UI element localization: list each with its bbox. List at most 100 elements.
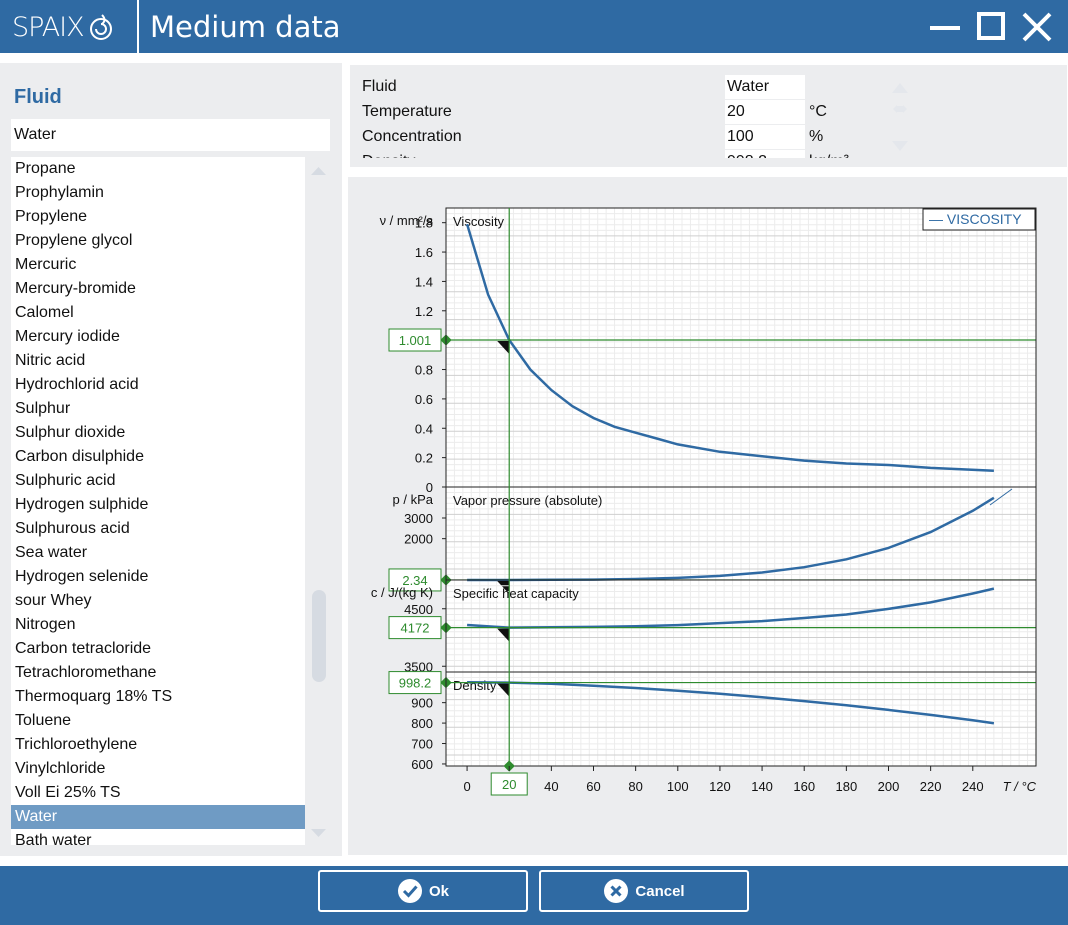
footer-bar xyxy=(0,866,1068,925)
property-value-field[interactable]: 100 xyxy=(725,125,805,149)
fluid-search-input[interactable] xyxy=(11,119,330,151)
chart-panel: 0 0.2 0.4 0.6 0.8 1.2 1.4 1.6 1.8 ν / mm²/s Viscos… xyxy=(348,177,1067,855)
close-button[interactable] xyxy=(1020,10,1054,44)
scroll-up-icon[interactable] xyxy=(308,161,329,181)
fluid-list[interactable]: Propane Prophylamin Propylene Propylene gly… xyxy=(11,157,305,845)
ok-button[interactable]: Ok xyxy=(318,870,528,912)
fluid-list-item[interactable]: Hydrochlorid acid xyxy=(15,376,139,393)
maximize-button[interactable] xyxy=(974,10,1008,44)
x-tick-label: 200 xyxy=(878,779,900,794)
minimize-button[interactable] xyxy=(928,10,962,44)
fluid-list-item[interactable]: Mercuric xyxy=(15,256,77,273)
fluid-list-item[interactable]: Vinylchloride xyxy=(15,760,106,777)
fluid-list-item[interactable]: Mercury iodide xyxy=(15,328,120,345)
scroll-thumb[interactable] xyxy=(312,590,326,682)
fluid-list-item[interactable]: Prophylamin xyxy=(15,184,104,201)
y-tick-label: 3500 xyxy=(404,659,433,674)
property-charts[interactable]: 0 0.2 0.4 0.6 0.8 1.2 1.4 1.6 1.8ν / mm²/s Viscos… xyxy=(348,177,1067,855)
y-tick-label: 1.4 xyxy=(415,274,433,289)
legend-entry: — VISCOSITY xyxy=(929,211,1022,227)
fluid-list-item[interactable]: Propane xyxy=(15,160,76,177)
fluid-list-item[interactable]: Calomel xyxy=(15,304,74,321)
fluid-list-item[interactable]: Propylene glycol xyxy=(15,232,133,249)
y-unit-label: c / J/(kg K) xyxy=(371,585,433,600)
data-curve xyxy=(467,681,995,725)
fluid-list-item[interactable]: Hydrogen sulphide xyxy=(15,496,149,513)
fluid-list-item[interactable]: Sulphuric acid xyxy=(15,472,116,489)
y-unit-label: p / kPa xyxy=(393,492,434,507)
fluid-list-item[interactable]: Sea water xyxy=(15,544,88,561)
cancel-button[interactable]: Cancel xyxy=(539,870,749,912)
fluid-list-item[interactable]: Toluene xyxy=(15,712,72,729)
minimize-icon xyxy=(930,26,960,30)
fluid-list-item[interactable]: Water xyxy=(11,805,305,829)
marker-value-box[interactable] xyxy=(388,671,442,695)
scroll-down-icon[interactable] xyxy=(308,823,329,843)
property-label: Temperature xyxy=(362,103,452,120)
fluid-list-item[interactable]: Nitrogen xyxy=(15,616,76,633)
fluid-list-item[interactable]: Bath water xyxy=(15,832,92,845)
properties-scrollbar[interactable] xyxy=(888,80,912,154)
y-tick-label: 1.2 xyxy=(415,304,433,319)
y-tick-label: 0.2 xyxy=(415,451,433,466)
y-tick-label: 0.4 xyxy=(415,421,433,436)
fluid-list-item[interactable]: Sulphurous acid xyxy=(15,520,130,537)
cursor-indicator xyxy=(497,580,510,594)
fluid-list-item[interactable]: Voll Ei 25% TS xyxy=(15,784,121,801)
swirl-logo-icon xyxy=(89,14,112,40)
fluid-list-item[interactable]: Trichloroethylene xyxy=(15,736,138,753)
fluid-list-item[interactable]: Hydrogen selenide xyxy=(15,568,149,585)
fluid-list-item[interactable]: Sulphur xyxy=(15,400,71,417)
x-tick-label: 80 xyxy=(628,779,642,794)
plot-border xyxy=(445,207,1037,767)
scroll-up-icon[interactable] xyxy=(888,80,912,96)
fluid-list-item[interactable]: Carbon tetracloride xyxy=(15,640,152,657)
y-tick-label: 700 xyxy=(411,737,433,752)
curve-extension xyxy=(989,488,1013,506)
fluid-list-item[interactable]: Thermoquarg 18% TS xyxy=(15,688,173,705)
marker-value: 1.001 xyxy=(399,333,432,348)
panel-title: Vapor pressure (absolute) xyxy=(453,493,602,508)
x-axis-label: T / °C xyxy=(1003,779,1037,794)
x-tick-label: 240 xyxy=(962,779,984,794)
fluid-list-item[interactable]: Propylene xyxy=(15,208,88,225)
marker-value-box[interactable] xyxy=(388,616,442,640)
scroll-down-icon[interactable] xyxy=(888,138,912,154)
y-tick-label: 800 xyxy=(411,716,433,731)
fluid-list-item[interactable]: Sulphur dioxide xyxy=(15,424,126,441)
marker-value: 2.34 xyxy=(402,573,427,588)
cursor-x-box[interactable] xyxy=(490,772,528,796)
property-label: Concentration xyxy=(362,128,462,145)
cursor-indicator xyxy=(497,628,510,642)
property-unit: °C xyxy=(809,103,827,120)
fluid-list-item[interactable]: Tetrachloromethane xyxy=(15,664,157,681)
fluid-list-scrollbar[interactable] xyxy=(308,157,329,845)
y-tick-label: 0.6 xyxy=(415,392,433,407)
property-value-field[interactable]: 998.2 xyxy=(725,150,805,158)
y-tick-label: 3000 xyxy=(404,511,433,526)
property-value-field[interactable]: Water xyxy=(725,75,805,99)
fluid-list-item[interactable]: sour Whey xyxy=(15,592,92,609)
scroll-handle-icon[interactable] xyxy=(888,101,912,117)
x-tick-label: 220 xyxy=(920,779,942,794)
x-tick-label: 120 xyxy=(709,779,731,794)
title-bar: SPAIX Medium data xyxy=(0,0,1068,53)
y-tick-label: 2000 xyxy=(404,532,433,547)
marker-value-box[interactable] xyxy=(388,568,442,592)
x-tick-label: 140 xyxy=(751,779,773,794)
cursor-x-value: 20 xyxy=(502,777,516,792)
y-tick-label: 1.6 xyxy=(415,245,433,260)
fluid-list-item[interactable]: Mercury-bromide xyxy=(15,280,136,297)
y-unit-label: ν / mm²/s xyxy=(380,213,434,228)
marker-value-box[interactable] xyxy=(388,328,442,352)
y-tick-label: 0.8 xyxy=(415,363,433,378)
property-value-field[interactable]: 20 xyxy=(725,100,805,124)
legend-box xyxy=(922,208,1036,231)
marker-value: 4172 xyxy=(401,621,430,636)
fluid-list-item[interactable]: Nitric acid xyxy=(15,352,86,369)
ok-label: Ok xyxy=(428,882,449,900)
fluid-list-item[interactable]: Carbon disulphide xyxy=(15,448,144,465)
checkmark-icon xyxy=(397,879,422,903)
y-tick-label: 0 xyxy=(426,480,433,495)
cancel-label: Cancel xyxy=(635,882,685,900)
